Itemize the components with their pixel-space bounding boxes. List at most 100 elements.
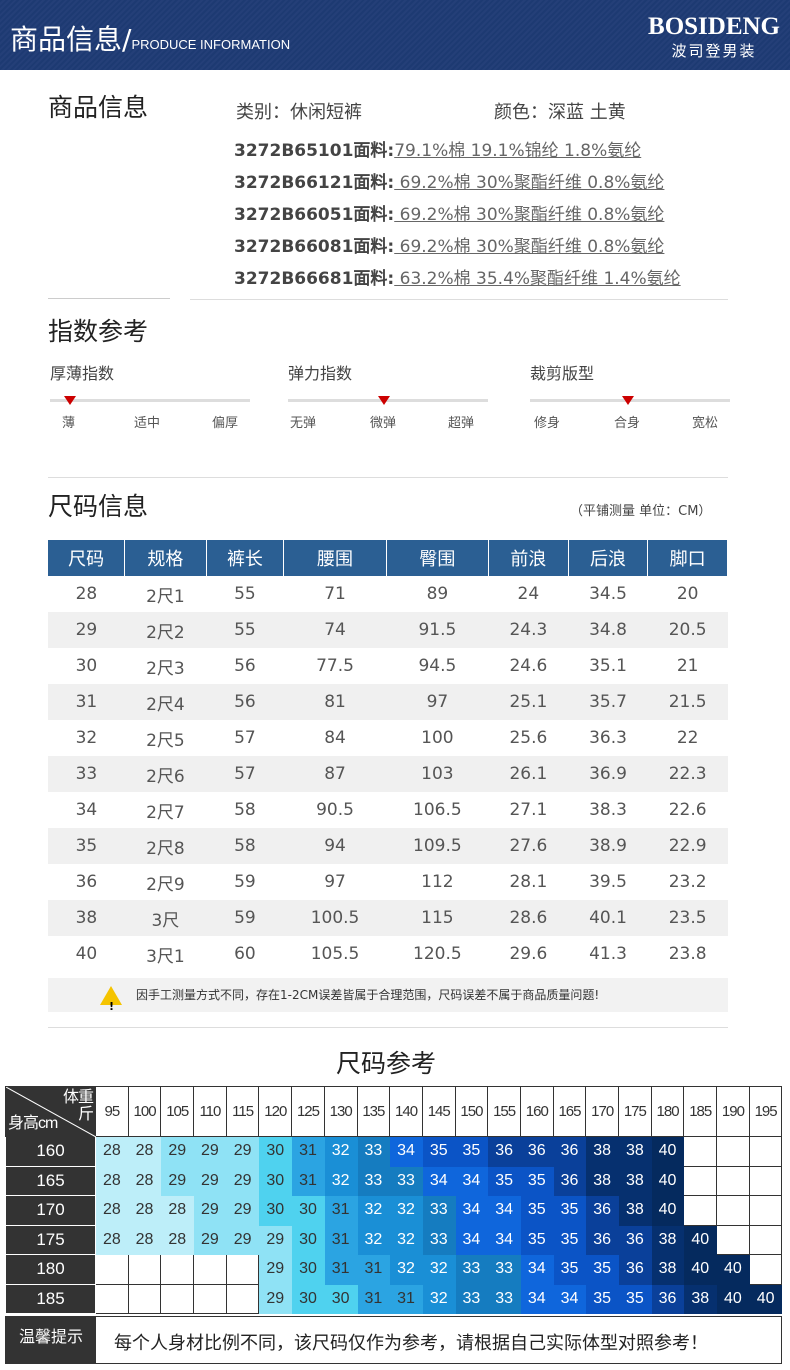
size-cell: 33 — [389, 1165, 423, 1196]
size-cell: 35 — [585, 1283, 619, 1314]
size-cell — [95, 1254, 129, 1285]
table-cell: 89 — [426, 584, 449, 604]
size-cell: 33 — [454, 1283, 489, 1314]
size-cell: 28 — [95, 1224, 129, 1255]
table-cell: 91.5 — [386, 612, 489, 648]
table-cell: 22.6 — [668, 800, 707, 820]
size-cell: 33 — [356, 1165, 391, 1196]
size-cell: 30 — [258, 1136, 293, 1167]
table-row: 36 2尺9 59 97 112 28.1 39.5 23.2 — [48, 864, 728, 900]
table-cell: 71 — [324, 584, 346, 604]
height-label: 180 — [5, 1254, 96, 1285]
size-cell — [127, 1254, 162, 1285]
weight-header: 195 — [748, 1086, 783, 1137]
size-cell: 31 — [356, 1283, 391, 1314]
size-cell — [193, 1283, 227, 1314]
table-cell: 39.5 — [589, 872, 627, 892]
size-cell: 29 — [225, 1136, 260, 1167]
size-cell: 34 — [487, 1195, 521, 1226]
table-cell: 105.5 — [310, 944, 360, 964]
size-cell: 32 — [389, 1224, 423, 1255]
size-cell: 29 — [193, 1136, 227, 1167]
size-cell: 31 — [323, 1254, 358, 1285]
weight-header: 150 — [454, 1086, 489, 1137]
size-cell: 32 — [421, 1254, 456, 1285]
weight-header: 140 — [389, 1086, 423, 1137]
size-cell: 32 — [323, 1165, 358, 1196]
index-label: 裁剪版型 — [530, 364, 595, 383]
size-cell — [193, 1254, 227, 1285]
table-cell: 35 — [48, 828, 125, 864]
size-cell: 28 — [95, 1136, 129, 1167]
category: 类别：休闲短裤 — [236, 102, 362, 123]
table-row: 40 3尺1 60 105.5 120.5 29.6 41.3 23.8 — [48, 936, 728, 972]
table-cell: 28 — [75, 584, 98, 604]
size-cell: 28 — [127, 1136, 162, 1167]
weight-header: 125 — [291, 1086, 325, 1137]
size-cell — [95, 1283, 129, 1314]
size-cell: 29 — [193, 1195, 227, 1226]
table-cell: 59 — [234, 872, 256, 892]
size-cell: 35 — [421, 1136, 456, 1167]
table-cell: 25.1 — [488, 684, 569, 720]
column-header: 规格 — [124, 540, 207, 576]
size-cell: 34 — [552, 1283, 587, 1314]
table-cell: 25.6 — [509, 728, 548, 748]
size-cell: 35 — [552, 1254, 587, 1285]
height-row: 180 29 30 31 31 32 32 33 33 34 35 35 36 38 40 40 — [5, 1254, 783, 1285]
table-cell: 103 — [386, 756, 489, 792]
table-cell: 24.6 — [509, 656, 548, 676]
table-cell: 58 — [234, 800, 256, 820]
size-cell: 29 — [225, 1165, 260, 1196]
weight-header: 175 — [618, 1086, 652, 1137]
fabric-code: 3272B66681面料: — [234, 269, 395, 289]
table-cell: 23.8 — [668, 944, 707, 964]
table-cell: 87 — [283, 756, 387, 792]
tips-row: 温馨提示 每个人身材比例不同，该尺码仅作为参考，请根据自己实际体型对照参考！ — [5, 1316, 782, 1364]
size-cell: 30 — [291, 1254, 325, 1285]
size-cell — [748, 1165, 783, 1196]
table-cell: 36 — [75, 872, 98, 892]
table-cell: 35.1 — [589, 656, 627, 676]
size-cell: 35 — [618, 1283, 652, 1314]
fabric-line: 3272B66081面料: 69.2%棉 30%聚酯纤维 0.8%氨纶 — [234, 232, 664, 257]
table-cell: 77.5 — [316, 656, 354, 676]
fabric-line: 3272B65101面料:79.1%棉 19.1%锦纶 1.8%氨纶 — [234, 136, 641, 161]
index-tick: 宽松 — [692, 416, 719, 431]
size-cell: 40 — [716, 1254, 750, 1285]
size-cell: 31 — [356, 1254, 391, 1285]
size-cell: 36 — [552, 1165, 587, 1196]
size-cell: 35 — [519, 1195, 554, 1226]
size-cell: 38 — [650, 1254, 685, 1285]
index-tick: 偏厚 — [212, 416, 239, 431]
size-cell: 32 — [356, 1195, 391, 1226]
weight-header: 120 — [258, 1086, 293, 1137]
index-tick: 适中 — [134, 416, 161, 431]
size-cell: 31 — [323, 1195, 358, 1226]
table-cell: 38.9 — [568, 828, 648, 864]
size-cell: 28 — [160, 1224, 195, 1255]
fabric-composition: 63.2%棉 35.4%聚酯纤维 1.4%氨纶 — [394, 269, 681, 289]
table-cell: 115 — [386, 900, 489, 936]
table-row: 34 2尺7 58 90.5 106.5 27.1 38.3 22.6 — [48, 792, 728, 828]
warning-text: 因手工测量方式不同，存在1-2CM误差皆属于合理范围，尺码误差不属于商品质量问题… — [136, 988, 600, 1002]
index-label: 厚薄指数 — [50, 364, 115, 383]
size-cell: 28 — [127, 1165, 162, 1196]
brand-logo: BOSIDENG 波司登男装 — [648, 13, 780, 61]
size-cell — [748, 1136, 783, 1167]
warning-icon: ! — [100, 986, 122, 1013]
size-cell: 34 — [519, 1283, 554, 1314]
size-cell: 33 — [421, 1195, 456, 1226]
size-cell: 30 — [323, 1283, 358, 1314]
size-cell: 36 — [585, 1195, 619, 1226]
table-cell: 57 — [206, 756, 284, 792]
size-cell: 29 — [258, 1283, 293, 1314]
table-cell: 2尺2 — [124, 612, 207, 648]
height-row: 160 28 28 29 29 29 30 31 32 33 34 35 35 36 36 36 38 38 40 — [5, 1136, 783, 1167]
size-cell: 40 — [650, 1165, 685, 1196]
table-cell: 2尺6 — [124, 756, 207, 792]
column-header: 前浪 — [488, 540, 569, 576]
size-cell: 28 — [95, 1195, 129, 1226]
table-cell: 20 — [676, 584, 699, 604]
size-cell: 32 — [389, 1254, 423, 1285]
